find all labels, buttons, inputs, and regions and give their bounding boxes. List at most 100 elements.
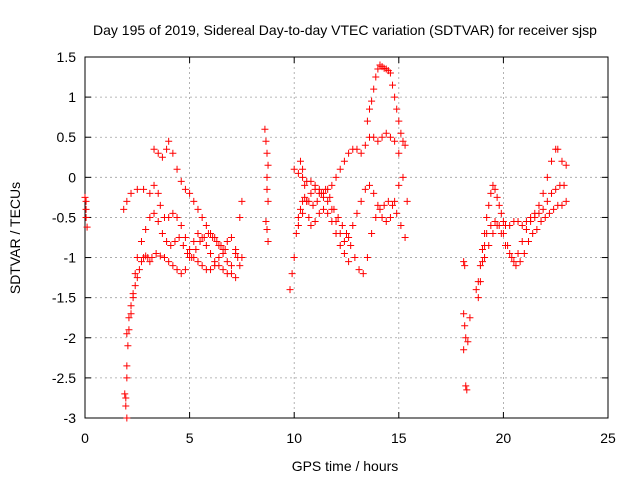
data-point xyxy=(290,254,298,262)
data-point xyxy=(397,221,405,229)
data-point xyxy=(186,189,194,197)
data-point xyxy=(558,157,566,165)
data-point xyxy=(301,193,309,201)
y-tick-label: -3 xyxy=(64,410,77,426)
y-tick-label: 0.5 xyxy=(57,129,77,145)
data-point xyxy=(395,181,403,189)
data-point xyxy=(173,213,181,221)
data-point xyxy=(294,169,302,177)
data-point xyxy=(127,302,135,310)
data-point xyxy=(188,254,196,262)
data-point xyxy=(483,213,491,221)
y-tick-label: 1.5 xyxy=(57,49,77,65)
data-point xyxy=(476,262,484,270)
data-point xyxy=(533,225,541,233)
data-point xyxy=(334,213,342,221)
data-point xyxy=(539,205,547,213)
data-point xyxy=(378,213,386,221)
data-point xyxy=(386,133,394,141)
data-point xyxy=(207,250,215,258)
data-point xyxy=(163,238,171,246)
x-tick-label: 25 xyxy=(600,430,616,446)
data-point xyxy=(476,278,484,286)
data-point xyxy=(125,326,133,334)
data-point xyxy=(474,294,482,302)
data-point xyxy=(140,185,148,193)
data-point xyxy=(236,262,244,270)
data-point xyxy=(391,93,399,101)
y-axis-tick-labels: -3 -2.5 -2 -1.5 -1 -0.5 0 0.5 1 1.5 xyxy=(52,49,76,426)
data-point xyxy=(133,254,141,262)
data-point xyxy=(124,342,132,350)
data-point xyxy=(506,250,514,258)
data-point xyxy=(175,234,183,241)
data-point xyxy=(177,270,185,278)
data-point xyxy=(525,238,533,246)
data-point xyxy=(510,258,518,266)
data-point xyxy=(506,221,514,229)
data-point xyxy=(351,254,359,262)
series-track-p xyxy=(478,181,568,266)
data-point xyxy=(177,221,185,229)
data-point xyxy=(179,242,187,250)
data-point xyxy=(535,209,543,217)
data-point xyxy=(184,250,192,258)
series-track-i xyxy=(290,129,411,205)
data-point xyxy=(386,213,394,221)
data-point xyxy=(311,185,319,193)
data-point xyxy=(303,197,311,205)
data-point xyxy=(497,229,505,237)
data-point xyxy=(154,189,162,197)
data-point xyxy=(150,209,158,217)
data-point xyxy=(160,254,168,262)
data-point xyxy=(493,221,501,229)
data-point xyxy=(263,173,271,181)
data-point xyxy=(232,250,240,258)
data-point xyxy=(461,262,469,270)
data-point xyxy=(380,201,388,209)
data-point xyxy=(336,242,344,250)
data-point xyxy=(173,266,181,274)
data-point xyxy=(374,137,382,145)
data-point xyxy=(135,266,143,274)
data-point xyxy=(131,270,139,278)
data-point xyxy=(169,149,177,157)
data-point xyxy=(181,266,189,274)
data-point xyxy=(372,73,380,81)
y-tick-label: -2 xyxy=(64,330,77,346)
data-point xyxy=(464,338,472,346)
data-point xyxy=(391,137,399,145)
data-point xyxy=(133,274,141,282)
data-point xyxy=(399,137,407,145)
grid-lines xyxy=(85,57,608,418)
data-point xyxy=(148,254,156,262)
data-point xyxy=(368,229,376,237)
data-point xyxy=(319,193,327,201)
series-track-f xyxy=(121,374,131,422)
data-point xyxy=(460,258,468,266)
data-point xyxy=(328,217,336,225)
data-point xyxy=(376,205,384,213)
data-point xyxy=(324,209,332,217)
data-point xyxy=(137,258,145,266)
data-point xyxy=(389,201,397,209)
data-point xyxy=(173,165,181,173)
data-point xyxy=(123,362,131,370)
data-point xyxy=(393,105,401,113)
data-point xyxy=(340,250,348,258)
data-point xyxy=(478,246,486,254)
data-point xyxy=(393,209,401,217)
data-point xyxy=(497,209,505,217)
data-point xyxy=(361,185,369,193)
data-point xyxy=(518,221,526,229)
y-tick-label: -1 xyxy=(64,250,77,266)
data-point xyxy=(123,330,131,338)
data-point xyxy=(355,266,363,274)
data-point xyxy=(150,145,158,153)
series-track-o xyxy=(474,197,570,302)
axis-ticks xyxy=(84,56,609,419)
x-axis-label: GPS time / hours xyxy=(292,458,399,474)
data-point xyxy=(462,382,470,390)
data-point xyxy=(399,173,407,181)
data-point xyxy=(372,213,380,221)
